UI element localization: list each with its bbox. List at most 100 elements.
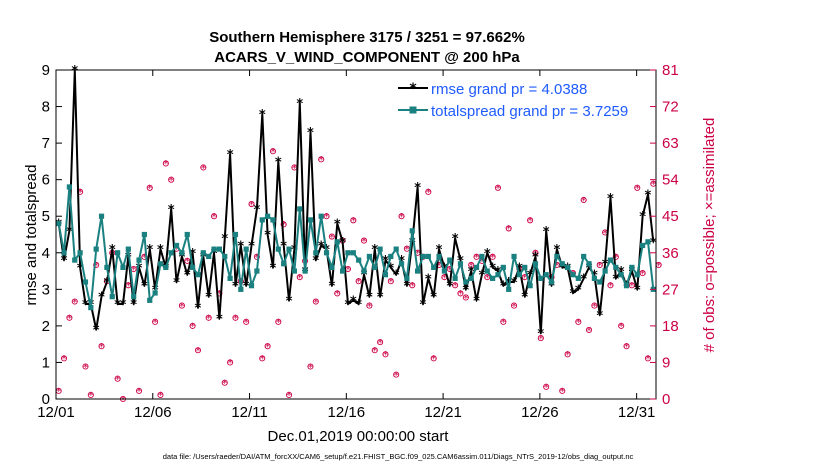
rmse-point: * — [270, 261, 277, 276]
obs-assimilated-point: * — [83, 362, 88, 373]
obs-possible-point — [328, 233, 335, 240]
obs-possible-point — [264, 343, 271, 350]
chart-title-line-2: ACARS_V_WIND_COMPONENT @ 200 hPa — [214, 49, 520, 66]
totalspread-point — [500, 264, 506, 270]
obs-assimilated-point: * — [254, 253, 259, 264]
obs-assimilated-point: * — [463, 293, 468, 304]
rmse-point: * — [312, 254, 319, 269]
obs-assimilated-point: * — [437, 261, 442, 272]
obs-possible-point — [543, 383, 550, 390]
obs-assimilated-point: * — [597, 261, 602, 272]
y-tick-label: 1 — [42, 354, 50, 371]
obs-possible-point — [210, 213, 218, 220]
obs-possible-point — [452, 282, 459, 289]
plot-frame — [55, 69, 657, 400]
obs-possible-point — [87, 391, 94, 398]
obs-assimilated-point: * — [603, 228, 608, 239]
rmse-point: * — [420, 298, 427, 313]
obs-possible-point — [628, 282, 635, 289]
totalspread-point — [447, 257, 453, 263]
obs-assimilated-point: * — [244, 318, 249, 329]
obs-assimilated-point: * — [431, 354, 436, 365]
obs-possible-point — [168, 176, 175, 183]
rmse-point: * — [66, 225, 73, 240]
plot-area — [56, 70, 656, 399]
totalspread-point — [382, 272, 389, 278]
y-right-tick-label: 18 — [662, 318, 679, 335]
obs-possible-point — [253, 253, 260, 260]
totalspread-point — [254, 268, 260, 274]
y-right-tick-label: 81 — [662, 62, 679, 79]
y-tick-label: 4 — [42, 245, 50, 262]
totalspread-point — [179, 250, 185, 256]
obs-assimilated-point: * — [404, 245, 409, 256]
totalspread-point — [173, 242, 180, 249]
totalspread-point — [340, 268, 346, 274]
obs-assimilated-point: * — [142, 253, 147, 264]
obs-assimilated-point: * — [351, 216, 356, 227]
obs-assimilated-point: * — [495, 184, 500, 195]
totalspread-point — [597, 279, 603, 285]
y-axis-label-left: rmse and totalspread — [23, 165, 40, 306]
obs-assimilated-point: * — [538, 334, 543, 345]
totalspread-line — [57, 186, 655, 309]
x-tick-label: 12/01 — [37, 404, 75, 421]
rmse-point: * — [425, 272, 432, 287]
totalspread-point — [323, 250, 330, 256]
totalspread-point — [345, 250, 351, 256]
totalspread-point — [377, 246, 383, 252]
obs-assimilated-point: * — [619, 322, 624, 333]
obs-assimilated-point: * — [410, 281, 415, 292]
y-right-tick-label: 9 — [662, 354, 670, 371]
obs-assimilated-point: * — [453, 281, 458, 292]
totalspread-point — [163, 264, 169, 270]
totalspread-point — [115, 250, 121, 256]
totalspread-point — [618, 272, 624, 278]
totalspread-point — [361, 268, 367, 274]
obs-assimilated-point: * — [281, 220, 286, 231]
obs-assimilated-point: * — [479, 257, 484, 268]
obs-assimilated-point: * — [490, 253, 495, 264]
footer-data-file: data file: /Users/raeder/DAI/ATM_forcXX/… — [163, 452, 634, 461]
x-tick-label: 12/11 — [231, 404, 267, 421]
obs-assimilated-point: * — [158, 391, 163, 402]
obs-possible-point — [489, 253, 496, 260]
totalspread-point — [532, 261, 539, 267]
obs-possible-point — [537, 335, 544, 342]
rmse-point: * — [227, 148, 234, 163]
plot-background — [56, 70, 656, 399]
rmse-point: * — [291, 243, 298, 258]
totalspread-point — [227, 275, 233, 281]
rmse-point: * — [361, 269, 368, 284]
obs-assimilated-point: * — [62, 354, 67, 365]
totalspread-point — [200, 250, 206, 256]
rmse-point: * — [77, 261, 84, 276]
obs-assimilated-point: * — [651, 180, 656, 191]
totalspread-point — [441, 268, 447, 274]
rmse-point: * — [184, 269, 191, 284]
obs-assimilated-point: * — [94, 261, 99, 272]
totalspread-point — [415, 268, 421, 274]
obs-assimilated-point: * — [131, 265, 136, 276]
obs-assimilated-point: * — [265, 342, 270, 353]
rmse-point: * — [430, 291, 437, 306]
totalspread-point — [516, 272, 522, 278]
obs-possible-point — [200, 164, 207, 171]
obs-possible-point — [366, 302, 373, 309]
rmse-point: * — [114, 298, 121, 313]
rmse-point: * — [211, 247, 218, 262]
rmse-point: * — [516, 261, 523, 276]
obs-possible-point — [559, 387, 566, 394]
obs-assimilated-point: * — [426, 188, 431, 199]
totalspread-point — [88, 305, 94, 311]
rmse-point: * — [141, 280, 148, 295]
obs-possible-point — [296, 274, 303, 281]
rmse-point: * — [307, 126, 314, 141]
rmse-point: * — [318, 239, 325, 254]
totalspread-point — [634, 272, 640, 278]
obs-assimilated-point: * — [270, 147, 275, 158]
rmse-point: * — [478, 269, 485, 284]
obs-assimilated-point: * — [67, 314, 72, 325]
obs-assimilated-point: * — [560, 387, 565, 398]
rmse-point: * — [559, 261, 566, 276]
